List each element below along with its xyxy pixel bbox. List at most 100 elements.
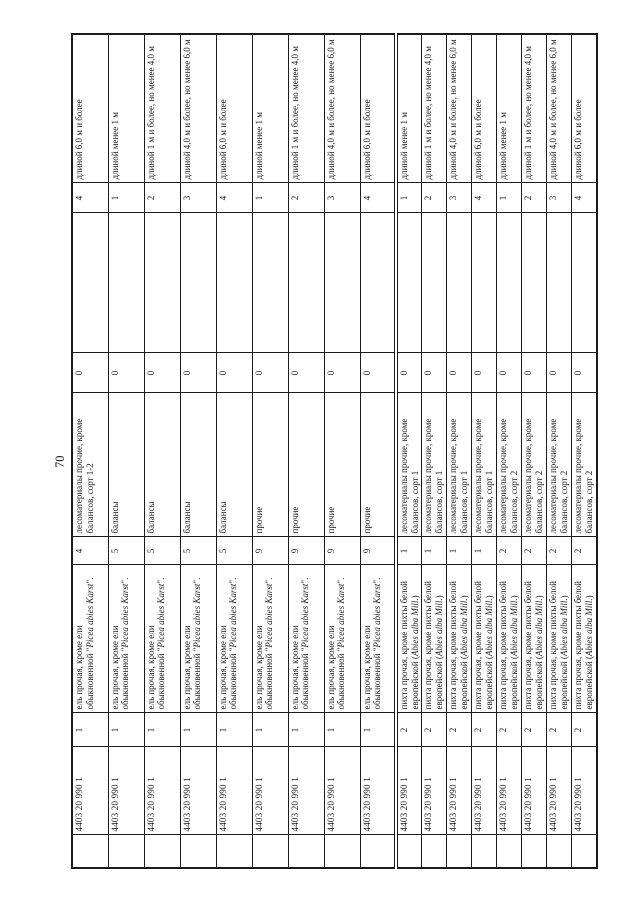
species-latin-name: Abies alba Mill. — [583, 598, 594, 657]
zero-value: 0 — [109, 370, 120, 376]
cell-zero-value: 0 — [144, 353, 180, 393]
length-no: 4 — [217, 195, 228, 201]
cell-species-name: ель прочая, кроме ели обыкновенной "Pice… — [324, 565, 360, 713]
cell-species-group-no: 1 — [216, 713, 252, 747]
cell-length-name: длиной 6,0 м и более — [471, 34, 497, 183]
cell-sort-no: 9 — [360, 537, 396, 565]
sort-no: 9 — [253, 548, 264, 554]
cell-blank-middle — [571, 213, 597, 353]
cell-zero-value: 0 — [471, 353, 497, 393]
page-number: 70 — [53, 455, 67, 469]
cell-species-group-no: 2 — [571, 713, 597, 747]
cell-zero-value: 0 — [108, 353, 144, 393]
hs-code: 4403 20 990 1 — [423, 777, 433, 832]
sort-no: 9 — [325, 548, 336, 554]
hs-code: 4403 20 990 1 — [217, 777, 228, 832]
length-name-text: длиной 1 м и более, но менее 4,0 м — [289, 46, 300, 180]
cell-length-no: 4 — [571, 183, 597, 213]
cell-species-name: ель прочая, кроме ели обыкновенной "Pice… — [288, 565, 324, 713]
species-group-no: 2 — [473, 727, 483, 733]
cell-zero-value: 0 — [360, 353, 396, 393]
cell-hs-code: 4403 20 990 1 — [546, 747, 572, 835]
table-row: 4403 20 990 1 1 ель прочая, кроме ели об… — [144, 34, 180, 868]
table-row: 4403 20 990 1 1 ель прочая, кроме ели об… — [216, 34, 252, 868]
cell-sort-name: балансы — [144, 393, 180, 537]
cell-blank-left — [144, 835, 180, 868]
species-latin-name: Picea abies Karst — [336, 583, 346, 648]
species-group-no: 1 — [325, 727, 336, 733]
cell-zero-value: 0 — [421, 353, 447, 393]
table-row: 4403 20 990 1 2 пихта прочая, кроме пихт… — [396, 34, 422, 868]
rotated-table-container: 4403 20 990 1 1 ель прочая, кроме ели об… — [71, 33, 598, 869]
cell-species-group-no: 1 — [288, 713, 324, 747]
species-latin-name: Picea abies Karst — [264, 583, 274, 648]
hs-code: 4403 20 990 1 — [361, 777, 372, 832]
cell-length-name: длиной менее 1 м — [252, 34, 288, 183]
cell-blank-left — [288, 835, 324, 868]
sort-no: 2 — [523, 548, 533, 554]
cell-blank-left — [396, 835, 422, 868]
cell-length-name: длиной 1 м и более, но менее 4,0 м — [288, 34, 324, 183]
species-group-no: 2 — [423, 727, 433, 733]
species-group-no: 2 — [498, 727, 508, 733]
cell-zero-value: 0 — [571, 353, 597, 393]
cell-hs-code: 4403 20 990 1 — [324, 747, 360, 835]
hs-code: 4403 20 990 1 — [253, 777, 264, 832]
cell-species-group-no: 2 — [521, 713, 547, 747]
table-row: 4403 20 990 1 2 пихта прочая, кроме пихт… — [521, 34, 547, 868]
species-name-suffix: ) — [433, 595, 444, 599]
zero-value: 0 — [573, 370, 583, 376]
length-no: 3 — [548, 195, 558, 201]
cell-sort-no: 2 — [571, 537, 597, 565]
sort-no: 1 — [399, 548, 409, 554]
cell-length-no: 1 — [108, 183, 144, 213]
species-latin-name: Picea abies Karst — [120, 583, 130, 648]
cell-hs-code: 4403 20 990 1 — [446, 747, 472, 835]
cell-blank-middle — [496, 213, 522, 353]
cell-blank-left — [521, 835, 547, 868]
timber-classifier-table: 4403 20 990 1 1 ель прочая, кроме ели об… — [71, 33, 598, 869]
cell-hs-code: 4403 20 990 1 — [471, 747, 497, 835]
cell-length-name: длиной 6,0 м и более — [216, 34, 252, 183]
cell-sort-no: 9 — [252, 537, 288, 565]
zero-value: 0 — [253, 370, 264, 376]
zero-value: 0 — [325, 370, 336, 376]
species-latin-name: Picea abies Karst — [84, 583, 95, 648]
cell-length-name: длиной 4,0 м и более, но менее 6,0 м — [180, 34, 216, 183]
cell-species-name: пихта прочая, кроме пихты белой европейс… — [446, 565, 472, 713]
length-name-text: длиной 1 м и более, но менее 4,0 м — [523, 46, 533, 180]
cell-blank-left — [216, 835, 252, 868]
species-latin-name: Abies alba Mill. — [409, 598, 420, 657]
species-group-no: 2 — [573, 727, 583, 733]
cell-species-group-no: 1 — [144, 713, 180, 747]
cell-zero-value: 0 — [396, 353, 422, 393]
hs-code: 4403 20 990 1 — [289, 777, 300, 832]
cell-species-name: пихта прочая, кроме пихты белой европейс… — [521, 565, 547, 713]
species-name-suffix: ) — [508, 595, 519, 599]
cell-species-name: ель прочая, кроме ели обыкновенной "Pice… — [108, 565, 144, 713]
species-name-suffix: ". — [264, 577, 274, 584]
sort-name-text: лесоматериалы прочие, кроме балансов, со… — [573, 418, 594, 534]
length-no: 2 — [145, 195, 156, 201]
cell-zero-value: 0 — [324, 353, 360, 393]
cell-length-name: длиной 1 м и более, но менее 4,0 м — [521, 34, 547, 183]
species-latin-name: Picea abies Karst — [192, 583, 202, 648]
zero-value: 0 — [289, 370, 300, 376]
table-row: 4403 20 990 1 1 ель прочая, кроме ели об… — [288, 34, 324, 868]
hs-code: 4403 20 990 1 — [573, 777, 583, 832]
cell-species-name: пихта прочая, кроме пихты белой европейс… — [546, 565, 572, 713]
cell-length-no: 2 — [421, 183, 447, 213]
hs-code: 4403 20 990 1 — [473, 777, 483, 832]
cell-length-name: длиной 6,0 м и более — [72, 34, 108, 183]
cell-blank-left — [324, 835, 360, 868]
cell-zero-value: 0 — [252, 353, 288, 393]
sort-name-text: балансы — [181, 501, 192, 534]
sort-no: 1 — [423, 548, 433, 554]
hs-code: 4403 20 990 1 — [325, 777, 336, 832]
length-no: 4 — [473, 195, 483, 201]
cell-blank-middle — [521, 213, 547, 353]
cell-hs-code: 4403 20 990 1 — [396, 747, 422, 835]
cell-sort-name: прочие — [324, 393, 360, 537]
cell-blank-middle — [252, 213, 288, 353]
